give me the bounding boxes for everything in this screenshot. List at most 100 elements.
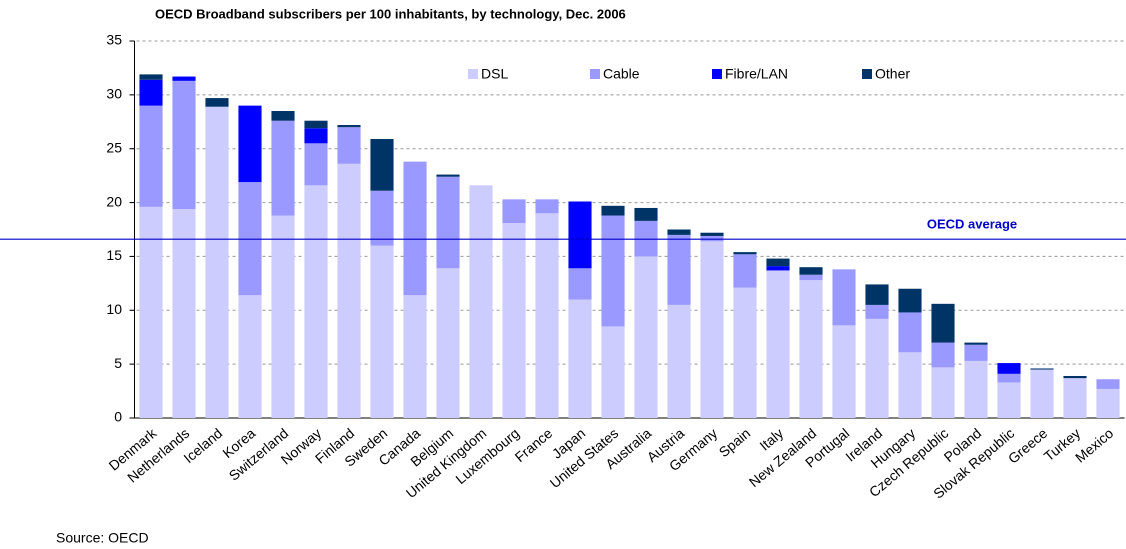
bar-segment xyxy=(403,295,427,418)
bar-segment xyxy=(139,105,163,207)
bar-segment xyxy=(568,299,592,418)
bar-segment xyxy=(337,163,361,418)
bar-segment xyxy=(766,270,790,418)
bar-segment xyxy=(1096,379,1120,389)
bar-segment xyxy=(898,312,922,353)
bar-segment xyxy=(733,254,757,288)
bar-segment xyxy=(799,280,823,418)
bar-segment xyxy=(700,241,724,418)
bar-segment xyxy=(502,223,526,418)
bar-segment xyxy=(304,128,328,144)
bar-segment xyxy=(601,205,625,216)
bar-segment xyxy=(337,125,361,128)
x-tick-label: Spain xyxy=(716,425,754,460)
legend-label: DSL xyxy=(481,66,508,82)
bar-segment xyxy=(898,288,922,313)
y-tick-label: 10 xyxy=(106,301,122,317)
bar-segment xyxy=(1096,388,1120,418)
chart-title: OECD Broadband subscribers per 100 inhab… xyxy=(155,6,626,21)
bar-segment xyxy=(238,295,262,418)
bar-segment xyxy=(139,206,163,418)
bar-segment xyxy=(271,111,295,121)
bar-segment xyxy=(799,267,823,275)
bar-segment xyxy=(667,234,691,305)
bar-segment xyxy=(931,367,955,418)
bar-segment xyxy=(964,344,988,361)
bar-segment xyxy=(370,245,394,418)
bar-segment xyxy=(304,143,328,186)
y-tick-label: 0 xyxy=(114,409,122,425)
bar-segment xyxy=(436,176,460,269)
bar-segment xyxy=(634,207,658,221)
bar-segment xyxy=(205,98,229,107)
bar-segment xyxy=(799,274,823,281)
bar-segment xyxy=(865,304,889,319)
bar-segment xyxy=(370,139,394,191)
y-tick-label: 5 xyxy=(114,355,122,371)
legend-swatch xyxy=(590,69,600,79)
bar-segment xyxy=(898,352,922,418)
y-tick-label: 15 xyxy=(106,247,122,263)
bar-segment xyxy=(667,304,691,418)
bar-segment xyxy=(997,363,1021,374)
x-tick-label: France xyxy=(512,425,556,465)
bar-segment xyxy=(172,209,196,418)
bar-segment xyxy=(1030,368,1054,370)
source: Source: OECD xyxy=(56,530,149,546)
legend-label: Other xyxy=(875,66,910,82)
y-tick-label: 20 xyxy=(106,193,122,209)
bar-segment xyxy=(271,215,295,418)
bar-segment xyxy=(469,185,493,418)
bar-segment xyxy=(964,360,988,418)
bar-segment xyxy=(436,174,460,177)
legend-swatch xyxy=(862,69,872,79)
bar-segment xyxy=(1063,378,1087,418)
bar-segment xyxy=(931,303,955,343)
legend-label: Fibre/LAN xyxy=(725,66,788,82)
bar-segment xyxy=(139,74,163,80)
bar-segment xyxy=(865,284,889,305)
bar-segment xyxy=(304,120,328,129)
bar-segment xyxy=(535,199,559,214)
bar-segment xyxy=(172,76,196,81)
bar-segment xyxy=(766,258,790,267)
bar-segment xyxy=(139,79,163,106)
bar-segment xyxy=(1063,375,1087,379)
bar-segment xyxy=(337,127,361,164)
bar-segment xyxy=(304,185,328,418)
bar-segment xyxy=(601,326,625,418)
average-label: OECD average xyxy=(927,217,1017,232)
y-tick-label: 25 xyxy=(106,139,122,155)
bar-segment xyxy=(931,342,955,368)
bar-segment xyxy=(271,120,295,216)
y-tick-label: 35 xyxy=(106,32,122,48)
bar-segment xyxy=(370,190,394,246)
bar-segment xyxy=(568,268,592,300)
bar-segment xyxy=(172,80,196,210)
bar-segment xyxy=(700,232,724,236)
bar-segment xyxy=(997,382,1021,418)
legend-swatch xyxy=(468,69,478,79)
bar-segment xyxy=(964,342,988,345)
legend-swatch xyxy=(712,69,722,79)
bar-segment xyxy=(403,161,427,296)
bar-segment xyxy=(766,266,790,271)
legend-label: Cable xyxy=(603,66,640,82)
bar-segment xyxy=(535,213,559,418)
bar-segment xyxy=(568,201,592,269)
bar-segment xyxy=(997,373,1021,383)
bar-segment xyxy=(832,325,856,418)
bar-segment xyxy=(601,215,625,327)
bar-segment xyxy=(667,229,691,235)
bar-segment xyxy=(865,318,889,418)
bar-segment xyxy=(436,268,460,418)
x-tick-label: Mexico xyxy=(1072,425,1116,466)
bar-segment xyxy=(832,269,856,326)
bar-segment xyxy=(502,199,526,224)
bar-segment xyxy=(733,252,757,255)
bar-segment xyxy=(634,256,658,418)
bar-segment xyxy=(1030,369,1054,418)
bar-segment xyxy=(238,105,262,183)
bar-segment xyxy=(733,287,757,418)
